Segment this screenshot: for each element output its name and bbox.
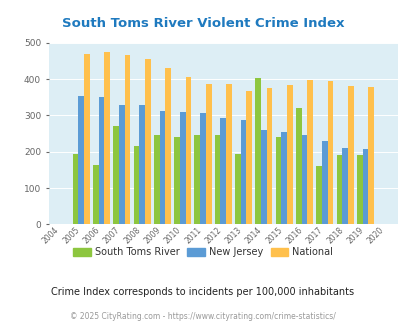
Bar	[234, 154, 240, 224]
Bar	[104, 52, 110, 224]
Bar	[200, 113, 205, 224]
Bar	[174, 137, 179, 224]
Bar	[205, 84, 211, 224]
Bar	[124, 55, 130, 224]
Bar	[362, 149, 367, 224]
Bar	[246, 91, 252, 224]
Bar	[240, 120, 246, 224]
Bar	[159, 111, 165, 224]
Bar	[153, 135, 159, 224]
Bar	[113, 126, 119, 224]
Bar	[226, 84, 231, 224]
Bar	[165, 68, 171, 224]
Bar	[367, 87, 373, 224]
Bar	[179, 112, 185, 224]
Bar	[356, 155, 362, 224]
Bar	[347, 86, 353, 224]
Bar	[301, 135, 307, 224]
Bar	[295, 108, 301, 224]
Text: © 2025 CityRating.com - https://www.cityrating.com/crime-statistics/: © 2025 CityRating.com - https://www.city…	[70, 312, 335, 321]
Bar	[145, 59, 150, 224]
Bar	[341, 148, 347, 224]
Bar	[275, 137, 281, 224]
Bar	[286, 85, 292, 224]
Bar	[78, 95, 84, 224]
Bar	[281, 132, 286, 224]
Bar	[72, 154, 78, 224]
Bar	[194, 135, 200, 224]
Bar	[255, 78, 260, 224]
Bar	[84, 54, 90, 224]
Bar	[98, 97, 104, 224]
Legend: South Toms River, New Jersey, National: South Toms River, New Jersey, National	[69, 243, 336, 261]
Bar	[133, 146, 139, 224]
Bar	[260, 130, 266, 224]
Bar	[214, 135, 220, 224]
Bar	[220, 118, 226, 224]
Bar	[119, 105, 124, 224]
Bar	[315, 166, 321, 224]
Bar	[139, 105, 145, 224]
Text: South Toms River Violent Crime Index: South Toms River Violent Crime Index	[62, 16, 343, 30]
Text: Crime Index corresponds to incidents per 100,000 inhabitants: Crime Index corresponds to incidents per…	[51, 287, 354, 297]
Bar	[336, 155, 341, 224]
Bar	[266, 88, 272, 224]
Bar	[93, 165, 98, 224]
Bar	[185, 77, 191, 224]
Bar	[321, 141, 327, 224]
Bar	[327, 82, 333, 224]
Bar	[307, 80, 312, 224]
